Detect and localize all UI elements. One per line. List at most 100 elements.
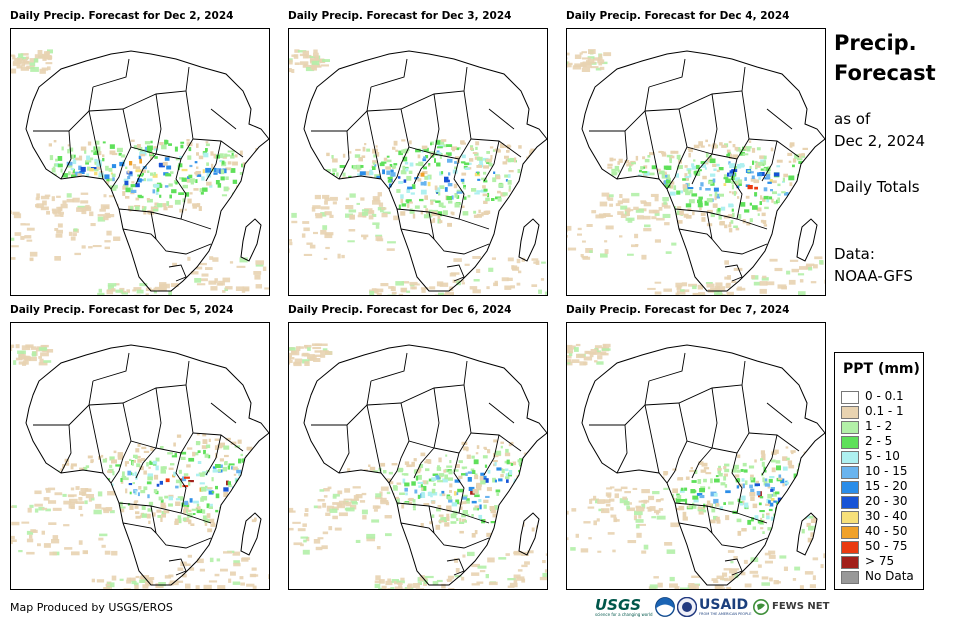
precip-cell (709, 503, 713, 507)
precip-cell (442, 478, 448, 483)
precip-cell (182, 485, 189, 488)
ocean-rain-cell (461, 282, 465, 285)
precip-cell (246, 183, 252, 187)
precip-cell (404, 487, 408, 492)
precip-cell (816, 193, 823, 198)
precip-cell (536, 193, 542, 197)
ocean-rain-cell (398, 293, 404, 295)
ocean-rain-cell (80, 192, 89, 195)
precip-cell (332, 184, 337, 188)
precip-cell (535, 182, 541, 186)
ocean-rain-cell (82, 550, 88, 555)
precip-cell (754, 192, 758, 197)
precip-cell (53, 140, 57, 143)
precip-cell (715, 475, 719, 478)
ocean-rain-cell (380, 207, 384, 213)
precip-cell (409, 501, 413, 505)
precip-cell (711, 508, 716, 513)
precip-cell (761, 212, 766, 217)
precip-cell (735, 227, 740, 231)
precip-cell (759, 155, 765, 159)
precip-cell (156, 187, 160, 192)
ocean-rain-cell (320, 229, 327, 235)
ocean-rain-cell (344, 488, 351, 493)
precip-cell (736, 485, 740, 489)
precip-cell (440, 140, 445, 145)
precip-cell (201, 445, 208, 449)
precip-cell (242, 512, 248, 517)
precip-cell (260, 171, 264, 177)
precip-cell (90, 150, 95, 153)
precip-cell (729, 221, 732, 227)
precip-cell (688, 173, 692, 178)
ocean-rain-cell (24, 235, 32, 239)
precip-cell (227, 161, 232, 165)
ocean-rain-cell (324, 201, 328, 205)
precip-cell (481, 177, 487, 181)
precip-cell (439, 153, 442, 159)
precip-cell (741, 495, 746, 501)
precip-cell (447, 477, 453, 481)
precip-cell (815, 164, 819, 170)
precip-cell (807, 499, 813, 503)
precip-cell (506, 479, 509, 483)
precip-cell (109, 456, 115, 461)
precip-cell (118, 152, 122, 156)
ocean-rain-cell (16, 65, 23, 69)
precip-cell (171, 189, 177, 194)
country-border (711, 93, 718, 155)
precip-cell (93, 146, 96, 151)
precip-cell (138, 155, 142, 160)
precip-cell (213, 153, 216, 159)
country-border (118, 208, 212, 230)
precip-cell (486, 151, 490, 154)
ocean-rain-cell (769, 258, 778, 262)
ocean-rain-cell (232, 581, 241, 585)
country-border (453, 452, 465, 514)
precip-cell (147, 145, 153, 151)
precip-cell (222, 509, 226, 512)
ocean-rain-cell (676, 287, 682, 291)
precip-cell (401, 203, 407, 207)
precip-cell (519, 458, 525, 462)
ocean-rain-cell (115, 289, 123, 293)
precip-cell (241, 520, 244, 523)
precip-cell (736, 469, 741, 473)
precip-cell (378, 483, 381, 489)
precip-cell (453, 491, 457, 496)
precip-cell (712, 178, 716, 183)
precip-cell (691, 165, 696, 170)
precip-cell (205, 148, 208, 152)
ocean-rain-cell (513, 574, 521, 579)
precip-cell (132, 472, 135, 476)
precip-cell (676, 507, 680, 511)
ocean-rain-cell (582, 240, 586, 243)
precip-cell (808, 525, 814, 531)
ocean-rain-cell (350, 498, 360, 501)
precip-cell (763, 160, 767, 165)
country-border (674, 502, 768, 524)
ocean-rain-cell (262, 266, 267, 271)
ocean-rain-cell (567, 510, 569, 515)
ocean-rain-cell (78, 497, 83, 501)
precip-cell (368, 464, 371, 467)
precip-cell (212, 466, 217, 470)
precip-cell (527, 486, 534, 491)
precip-cell (788, 522, 791, 526)
precip-cell (713, 493, 718, 497)
precip-cell (666, 154, 673, 158)
country-border (400, 522, 435, 534)
precip-cell (412, 508, 416, 511)
ocean-rain-cell (35, 197, 40, 201)
precip-cell (809, 480, 813, 486)
ocean-rain-cell (610, 514, 617, 518)
ocean-rain-cell (615, 203, 621, 207)
precip-cell (789, 534, 796, 539)
precip-cell (806, 457, 809, 462)
ocean-rain-cell (34, 503, 43, 507)
precip-cell (707, 209, 713, 213)
precip-cell (443, 469, 446, 473)
ocean-rain-cell (382, 211, 391, 215)
precip-cell (169, 194, 172, 199)
precip-cell (704, 167, 707, 170)
